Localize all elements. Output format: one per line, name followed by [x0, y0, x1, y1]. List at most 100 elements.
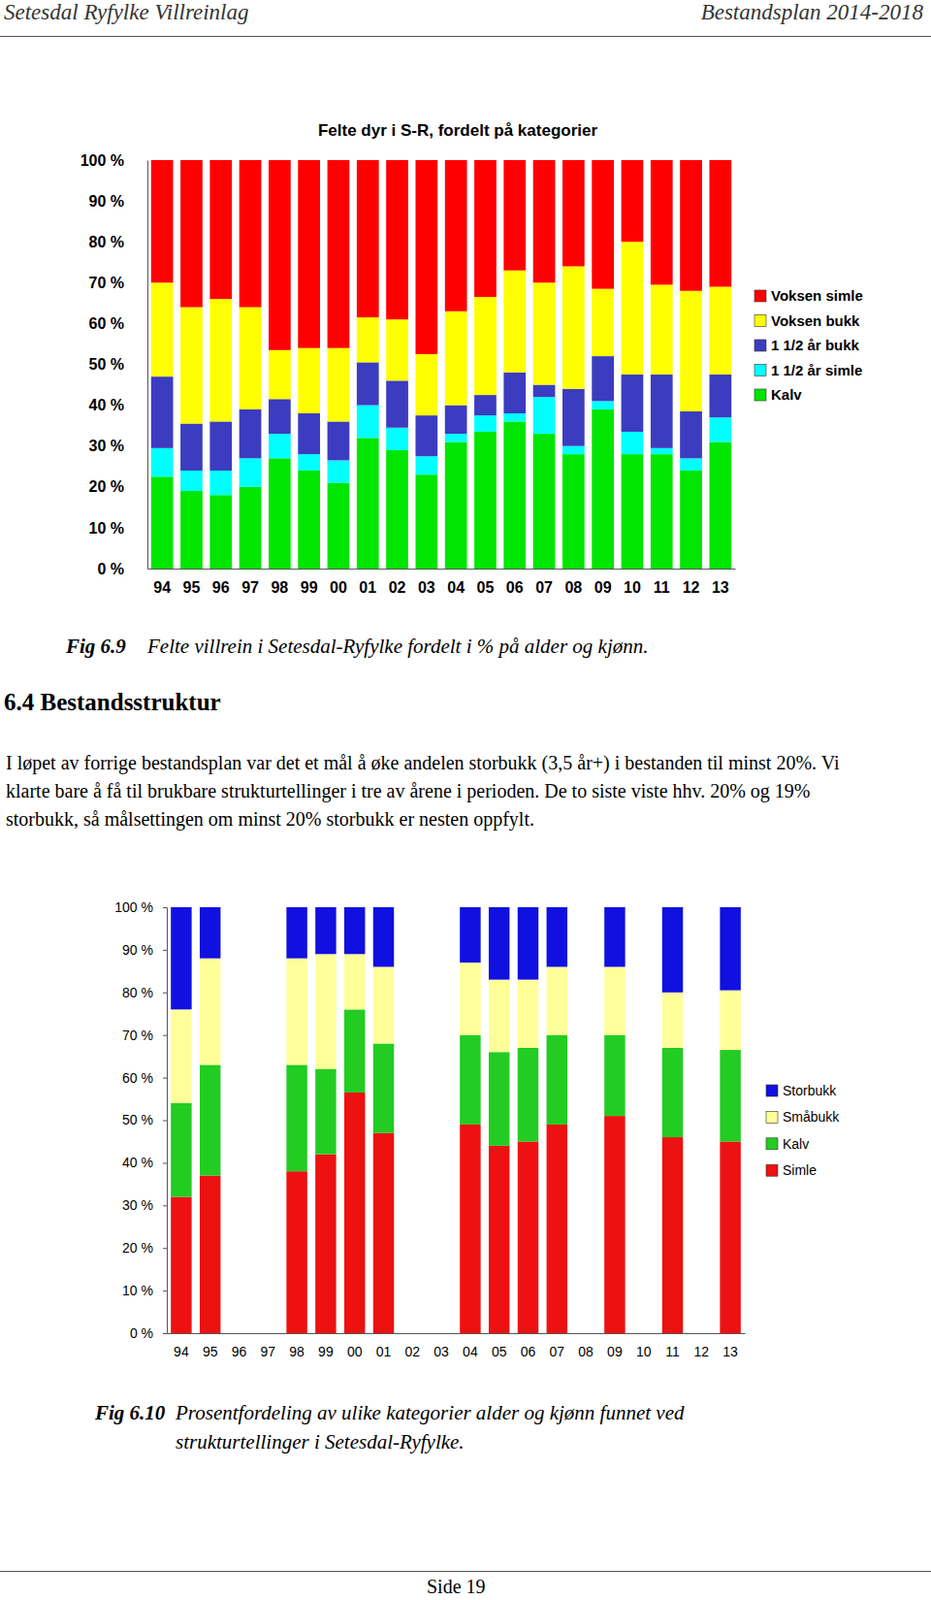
- bar-segment: [719, 1140, 740, 1333]
- x-tick-label: 06: [520, 1343, 537, 1359]
- legend-item: Kalv: [754, 385, 803, 403]
- y-tick-label: 40 %: [89, 396, 125, 414]
- y-tick: 60 %: [122, 1069, 167, 1086]
- bar-segment: [650, 160, 674, 285]
- legend-swatch: [754, 315, 767, 327]
- y-tick-label: 20 %: [89, 478, 125, 495]
- y-tick-label: 80 %: [89, 233, 125, 251]
- bar-segment: [315, 1068, 336, 1155]
- bar-segment: [344, 953, 365, 1009]
- x-tick-label: 07: [535, 578, 553, 596]
- x-axis-line: [148, 568, 737, 570]
- x-tick-label: 11: [665, 1343, 680, 1359]
- x-tick-label: 95: [183, 578, 201, 596]
- y-tick: 70 %: [122, 1027, 167, 1043]
- bar-segment: [286, 1063, 307, 1171]
- x-axis: 9495969798990001020304050607080910111213: [167, 1332, 746, 1359]
- bar-segment: [604, 965, 625, 1034]
- legend: StorbukkSmåbukkKalvSimle: [766, 1082, 840, 1178]
- bar-segment: [315, 953, 336, 1069]
- bar-segment: [546, 1034, 568, 1124]
- bar-segment: [297, 348, 321, 414]
- y-tick-mark: [162, 1120, 167, 1122]
- bar-segment: [180, 470, 203, 491]
- bar-segment: [459, 906, 481, 963]
- x-tick-label: 08: [564, 578, 582, 596]
- x-tick: 07: [549, 1332, 566, 1359]
- x-tick-label: 09: [594, 578, 612, 596]
- bar-segment: [209, 160, 232, 299]
- bar-segment: [239, 160, 262, 308]
- caption-text: Felte villrein i Setesdal-Ryfylke fordel…: [147, 631, 846, 661]
- bar-segment: [445, 311, 468, 406]
- y-tick-label: 100 %: [80, 152, 125, 169]
- legend-swatch: [754, 388, 767, 401]
- x-tick: 13: [722, 1332, 739, 1359]
- x-tick: 11: [653, 568, 671, 596]
- x-tick: 09: [607, 1332, 623, 1359]
- y-tick-mark: [162, 1204, 167, 1206]
- y-tick-label: 10 %: [89, 519, 125, 537]
- y-tick-label: 60 %: [89, 315, 125, 332]
- x-tick: 02: [405, 1332, 421, 1359]
- legend-item: Storbukk: [766, 1082, 837, 1098]
- bar-segment: [562, 453, 585, 569]
- y-axis-line: [147, 160, 149, 570]
- y-tick: 90 %: [89, 192, 148, 210]
- y-tick: 40 %: [89, 396, 148, 414]
- bar-segment: [488, 906, 510, 980]
- bar-segment: [621, 453, 644, 569]
- bar-segment: [209, 298, 232, 421]
- bar-segment: [533, 282, 556, 385]
- bar-segment: [474, 415, 497, 432]
- bar-segment: [533, 396, 556, 434]
- bar-segment: [373, 1132, 394, 1333]
- x-tick: 00: [329, 568, 348, 596]
- x-tick-label: 13: [711, 578, 730, 596]
- bar-segment: [297, 413, 321, 454]
- x-tick: 03: [417, 568, 436, 596]
- y-tick: 40 %: [122, 1154, 167, 1170]
- bar-segment: [562, 265, 585, 388]
- x-tick-label: 02: [388, 578, 407, 596]
- bar-segment: [286, 958, 307, 1065]
- legend-label: Simle: [782, 1161, 817, 1178]
- y-tick: 80 %: [89, 233, 148, 251]
- legend-swatch: [766, 1163, 778, 1176]
- bar-segment: [297, 453, 321, 471]
- bar-segment: [415, 160, 438, 354]
- bar-segment: [591, 400, 614, 409]
- header-rule: [0, 35, 931, 37]
- bar-segment: [650, 284, 674, 375]
- bar-segment: [679, 411, 703, 458]
- bar-segment: [503, 270, 526, 373]
- x-tick: 06: [506, 568, 524, 596]
- bar-segment: [650, 374, 674, 449]
- legend-label: 1 1/2 år bukk: [770, 336, 861, 354]
- bar-segment: [209, 470, 232, 495]
- x-tick: 04: [447, 568, 465, 596]
- y-tick-mark: [162, 906, 167, 908]
- x-tick: 96: [212, 568, 230, 596]
- bar-segment: [562, 446, 585, 454]
- bar-segment: [459, 1123, 481, 1333]
- bar-segment: [604, 1115, 625, 1333]
- x-tick-label: 11: [653, 578, 671, 596]
- x-tick: 00: [347, 1332, 363, 1359]
- y-tick-mark: [162, 1289, 167, 1291]
- x-tick-label: 06: [506, 578, 524, 596]
- bar-segment: [385, 427, 409, 450]
- bar-segment: [679, 160, 703, 291]
- x-tick: 96: [231, 1332, 248, 1359]
- bar-segment: [327, 160, 351, 349]
- bar-segment: [327, 348, 351, 422]
- legend-item: Voksen bukk: [754, 312, 861, 329]
- x-tick: 11: [665, 1332, 680, 1359]
- y-axis: 0 %10 %20 %30 %40 %50 %60 %70 %80 %90 %1…: [114, 898, 167, 1341]
- bar-segment: [239, 486, 262, 569]
- bars: [170, 906, 741, 1333]
- x-tick-label: 13: [722, 1343, 739, 1359]
- y-tick-mark: [162, 949, 167, 951]
- bar-segment: [415, 455, 438, 475]
- legend-label: Voksen bukk: [770, 312, 861, 329]
